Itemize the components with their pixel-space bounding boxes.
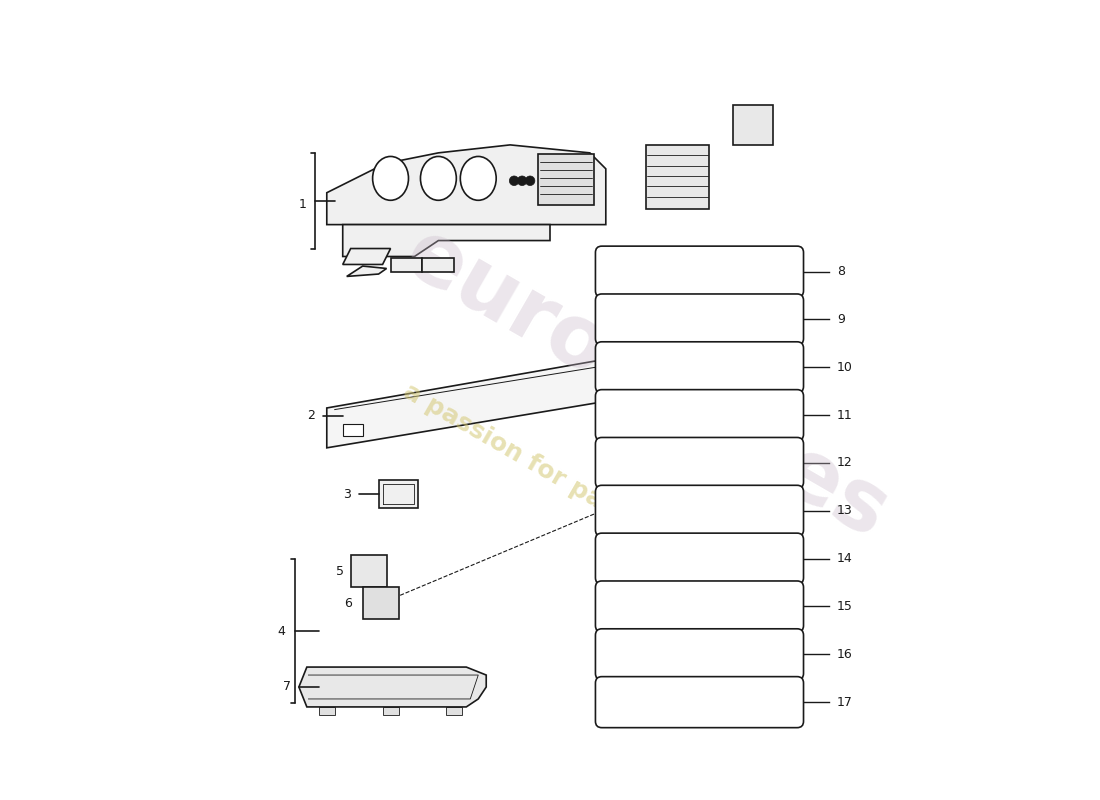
- Ellipse shape: [420, 157, 456, 200]
- Bar: [698, 462, 701, 466]
- Bar: [422, 258, 454, 273]
- Bar: [698, 557, 701, 562]
- Polygon shape: [343, 249, 390, 265]
- FancyBboxPatch shape: [595, 533, 803, 584]
- Bar: [695, 652, 704, 657]
- Polygon shape: [646, 145, 710, 209]
- Bar: [390, 258, 422, 273]
- FancyBboxPatch shape: [595, 486, 803, 536]
- Text: 15: 15: [837, 600, 852, 613]
- Text: 10: 10: [837, 361, 852, 374]
- Polygon shape: [447, 707, 462, 715]
- Bar: [761, 653, 763, 658]
- Polygon shape: [346, 266, 386, 277]
- FancyBboxPatch shape: [595, 438, 803, 489]
- FancyBboxPatch shape: [595, 677, 803, 728]
- Polygon shape: [327, 145, 606, 225]
- Circle shape: [517, 176, 527, 186]
- FancyBboxPatch shape: [595, 629, 803, 680]
- Text: 4: 4: [277, 625, 285, 638]
- Bar: [754, 605, 756, 610]
- Polygon shape: [351, 555, 386, 587]
- Text: 1: 1: [299, 198, 307, 211]
- Text: 12: 12: [837, 457, 852, 470]
- Text: 7: 7: [283, 681, 290, 694]
- Polygon shape: [299, 667, 486, 707]
- Polygon shape: [383, 707, 398, 715]
- Polygon shape: [734, 105, 773, 145]
- FancyBboxPatch shape: [595, 246, 803, 297]
- Text: 3: 3: [343, 487, 351, 501]
- FancyBboxPatch shape: [595, 390, 803, 441]
- Ellipse shape: [373, 157, 408, 200]
- Polygon shape: [343, 424, 363, 436]
- FancyBboxPatch shape: [595, 294, 803, 345]
- Polygon shape: [363, 587, 398, 619]
- Text: 9: 9: [837, 313, 845, 326]
- Ellipse shape: [460, 157, 496, 200]
- Polygon shape: [343, 225, 550, 257]
- Bar: [695, 699, 704, 705]
- Polygon shape: [327, 352, 710, 448]
- Text: 8: 8: [837, 265, 845, 278]
- FancyBboxPatch shape: [597, 249, 674, 294]
- Polygon shape: [319, 707, 334, 715]
- Bar: [640, 414, 642, 418]
- Text: a passion for parts since 1985: a passion for parts since 1985: [399, 378, 780, 613]
- Polygon shape: [378, 480, 418, 508]
- FancyBboxPatch shape: [595, 342, 803, 393]
- Circle shape: [509, 176, 519, 186]
- Circle shape: [526, 176, 535, 186]
- Text: 6: 6: [344, 597, 352, 610]
- Text: eurospares: eurospares: [389, 212, 902, 556]
- FancyBboxPatch shape: [595, 581, 803, 632]
- Text: 5: 5: [337, 565, 344, 578]
- Text: 13: 13: [837, 504, 852, 518]
- Text: 2: 2: [307, 410, 315, 422]
- Text: 14: 14: [837, 552, 852, 565]
- Polygon shape: [538, 154, 594, 205]
- Text: 16: 16: [837, 648, 852, 661]
- Text: 17: 17: [837, 696, 852, 709]
- Text: 11: 11: [837, 409, 852, 422]
